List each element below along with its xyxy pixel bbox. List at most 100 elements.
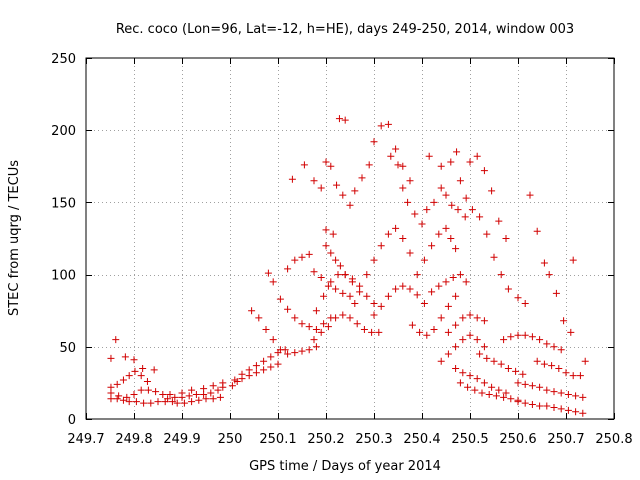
x-tick-label: 250 <box>218 432 243 447</box>
data-point <box>324 282 332 290</box>
data-point <box>346 201 354 209</box>
data-point <box>552 289 560 297</box>
data-point <box>284 350 292 358</box>
data-point <box>416 328 424 336</box>
data-point <box>269 336 277 344</box>
data-point <box>406 285 414 293</box>
data-point <box>322 226 330 234</box>
data-point <box>411 210 419 218</box>
data-point <box>335 115 343 123</box>
data-point <box>252 369 260 377</box>
data-point <box>188 398 196 406</box>
data-point <box>171 393 179 401</box>
data-point <box>447 158 455 166</box>
data-point <box>305 346 313 354</box>
data-point <box>488 187 496 195</box>
data-point <box>327 162 335 170</box>
data-point <box>464 383 472 391</box>
data-point <box>500 393 508 401</box>
data-point <box>452 321 460 329</box>
data-point <box>442 278 450 286</box>
data-point <box>202 395 210 403</box>
data-point <box>408 321 416 329</box>
data-point <box>370 138 378 146</box>
data-point <box>238 370 246 378</box>
data-point <box>322 242 330 250</box>
data-point <box>264 269 272 277</box>
data-point <box>324 323 332 331</box>
x-tick-label: 249.8 <box>115 432 152 447</box>
plot-frame <box>85 57 615 420</box>
data-point <box>137 386 145 394</box>
y-tick-label: 250 <box>51 52 76 67</box>
data-point <box>483 354 491 362</box>
data-point <box>333 181 341 189</box>
data-point <box>528 401 536 409</box>
data-point <box>545 271 553 279</box>
data-point <box>298 347 306 355</box>
data-point <box>536 402 544 410</box>
data-point <box>384 292 392 300</box>
data-point <box>320 292 328 300</box>
data-point <box>125 398 133 406</box>
y-tick-label: 50 <box>59 341 76 356</box>
data-point <box>231 376 239 384</box>
data-point <box>579 393 587 401</box>
y-tick-label: 100 <box>51 269 76 284</box>
data-point <box>291 349 299 357</box>
data-point <box>466 311 474 319</box>
data-point <box>207 389 215 397</box>
data-point <box>121 353 129 361</box>
data-point <box>267 353 275 361</box>
data-point <box>384 230 392 238</box>
data-point <box>392 224 400 232</box>
data-point <box>456 379 464 387</box>
data-point <box>473 375 481 383</box>
data-point <box>130 356 138 364</box>
data-point <box>255 314 263 322</box>
data-point <box>444 328 452 336</box>
data-point <box>370 256 378 264</box>
data-point <box>300 161 308 169</box>
data-point <box>200 385 208 393</box>
data-point <box>462 194 470 202</box>
data-point <box>365 161 373 169</box>
data-point <box>459 336 467 344</box>
chart-title: Rec. coco (Lon=96, Lat=-12, h=HE), days … <box>116 22 574 37</box>
data-point <box>557 389 565 397</box>
data-point <box>339 289 347 297</box>
data-point <box>132 398 140 406</box>
data-point <box>480 343 488 351</box>
data-point <box>425 152 433 160</box>
data-point <box>572 392 580 400</box>
x-tick-label: 250.4 <box>403 432 440 447</box>
data-point <box>483 230 491 238</box>
data-point <box>564 406 572 414</box>
data-point <box>346 292 354 300</box>
data-point <box>488 383 496 391</box>
data-point <box>137 372 145 380</box>
data-point <box>466 158 474 166</box>
data-point <box>555 364 563 372</box>
data-point <box>495 386 503 394</box>
data-point <box>442 224 450 232</box>
y-tick-label: 200 <box>51 124 76 139</box>
data-point <box>130 390 138 398</box>
data-point <box>550 343 558 351</box>
data-point <box>178 389 186 397</box>
data-point <box>384 120 392 128</box>
data-points <box>107 115 589 417</box>
data-point <box>413 291 421 299</box>
data-point <box>252 362 260 370</box>
data-point <box>245 366 253 374</box>
data-point <box>581 357 589 365</box>
data-point <box>466 372 474 380</box>
data-point <box>334 271 342 279</box>
data-point <box>159 390 167 398</box>
data-point <box>305 250 313 258</box>
data-point <box>399 162 407 170</box>
data-point <box>377 242 385 250</box>
data-point <box>461 213 469 221</box>
data-point <box>567 328 575 336</box>
data-point <box>377 122 385 130</box>
